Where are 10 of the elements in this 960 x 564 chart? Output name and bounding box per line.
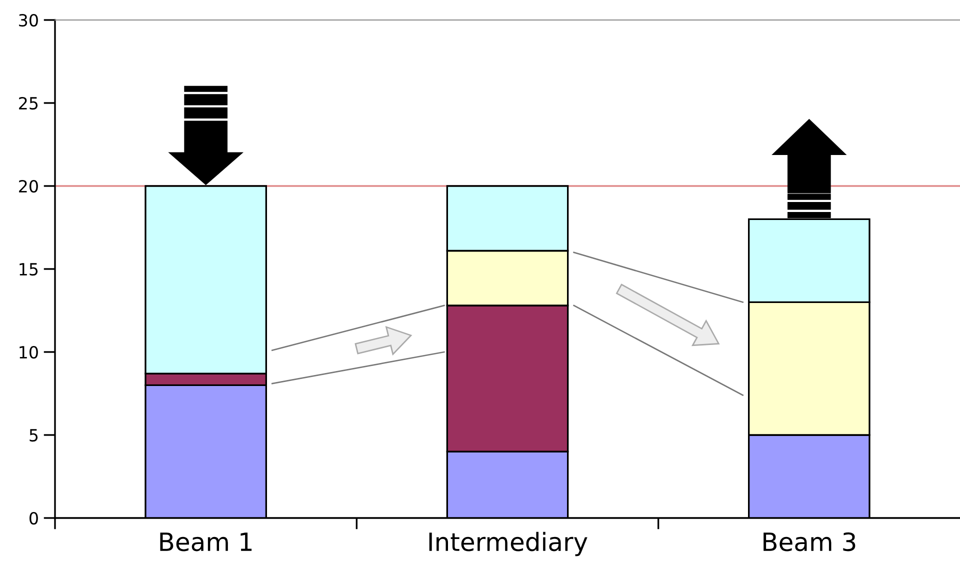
x-tick-label: Beam 3 xyxy=(764,532,856,552)
x-tick-label: Intermediary xyxy=(429,532,588,556)
y-tick-label: 15 xyxy=(20,263,38,276)
y-tick-label: 30 xyxy=(19,14,38,27)
y-tick-label: 25 xyxy=(19,96,38,110)
x-tick-label: Beam 1 xyxy=(160,532,252,552)
y-tick-label: 10 xyxy=(20,346,38,359)
y-tick-label: 5 xyxy=(30,429,38,442)
y-tick-label: 0 xyxy=(30,512,38,525)
y-tick-label: 20 xyxy=(19,180,38,193)
